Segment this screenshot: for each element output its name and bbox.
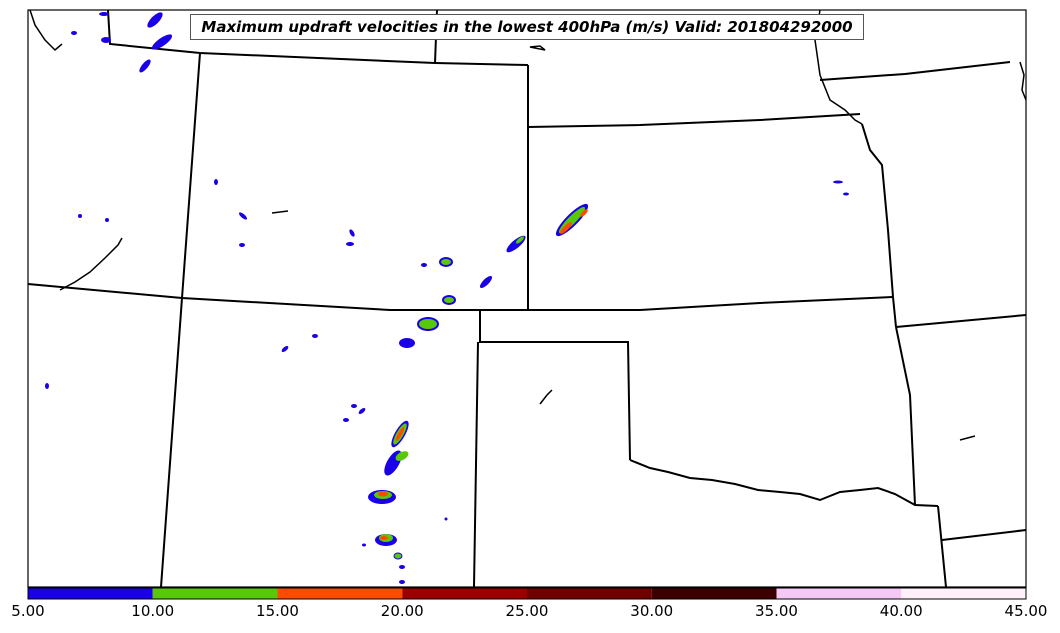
updraft-cell [442,295,456,305]
river-lines [29,9,1027,441]
updraft-cell [45,383,49,389]
updraft-cell [393,552,403,560]
missouri-river [814,9,863,125]
updraft-cell [515,236,525,244]
updraft-cell [843,192,849,196]
updraft-cell [395,427,405,441]
updraft-cell [151,34,173,50]
colorbar-tick-label: 20.00 [380,602,424,620]
state-border-nebraska-kansas [527,113,861,128]
map-title-box: Maximum updraft velocities in the lowest… [190,14,864,40]
colorbar-tick-label: 10.00 [131,602,175,620]
updraft-cell [312,334,318,338]
updraft-cell [99,12,109,16]
updraft-cell [362,543,366,547]
mississippi-river [1019,61,1027,101]
updraft-cell [139,59,151,73]
state-border-mo-ar [895,314,1027,328]
state-borders [27,9,1027,588]
updraft-cell [351,404,357,408]
state-border-oklahoma-east [895,326,916,506]
colorbar-swatch [651,588,777,599]
updraft-cell [349,229,355,237]
updraft-cell [833,180,843,184]
updraft-cell [147,12,163,28]
state-border-arkansas-texas [937,505,947,588]
updraft-cell [358,408,366,414]
colorbar-tick-label: 5.00 [11,602,45,620]
colorbar-tick-label: 40.00 [879,602,923,620]
colorbar-frame [27,587,1027,600]
colorbar [27,587,1027,600]
lake-outline-1 [529,45,546,51]
updraft-cell [239,243,245,247]
colorbar-tick-label: 35.00 [755,602,798,620]
state-border-new-mexico-texas [473,341,479,588]
colorbar-tick-label: 30.00 [630,602,674,620]
updraft-contours [45,12,849,584]
updraft-cell [105,218,109,222]
colorbar-tick-label: 25.00 [505,602,549,620]
updraft-cell [378,491,388,497]
colorbar-swatch [152,588,278,599]
updraft-cell [238,212,248,220]
great-salt-lake [59,237,123,291]
updraft-cell [101,37,111,43]
updraft-cell [78,214,82,218]
updraft-cell [399,580,405,584]
updraft-cell [399,338,415,348]
colorbar-swatch [776,588,902,599]
state-border-missouri-iowa [819,61,1011,81]
updraft-cell [439,257,453,267]
updraft-cell [71,31,77,35]
colorbar-swatch [277,588,403,599]
updraft-cell [560,222,572,234]
map-title: Maximum updraft velocities in the lowest… [201,18,853,36]
lake-outline-3 [539,389,553,405]
updraft-cell [417,317,439,331]
colorbar-tick-label: 15.00 [256,602,299,620]
updraft-cell [395,451,409,461]
colorbar-swatch [28,588,153,599]
lake-outline-4 [959,435,976,441]
updraft-cell [479,275,493,289]
updraft-cell [343,418,349,422]
state-border-four-corners-line [27,283,894,311]
colorbar-tick-label: 45.00 [1004,602,1048,620]
updraft-cell [281,346,289,352]
updraft-cell [580,209,588,217]
updraft-cell [399,565,405,569]
state-border-ar-la [941,529,1027,541]
state-border-oklahoma-panhandle [479,310,631,461]
colorbar-swatch [402,588,527,599]
updraft-cell [380,536,388,540]
lake-outline-2 [271,210,289,214]
updraft-cell [421,263,427,267]
updraft-cell [214,179,218,185]
state-border-red-river [629,459,939,507]
updraft-cell [346,242,354,246]
state-border-kansas-east [861,123,897,328]
colorbar-swatch [527,588,652,599]
colorbar-swatch [901,588,1026,599]
updraft-cell [444,517,448,521]
snake-river [29,9,63,52]
